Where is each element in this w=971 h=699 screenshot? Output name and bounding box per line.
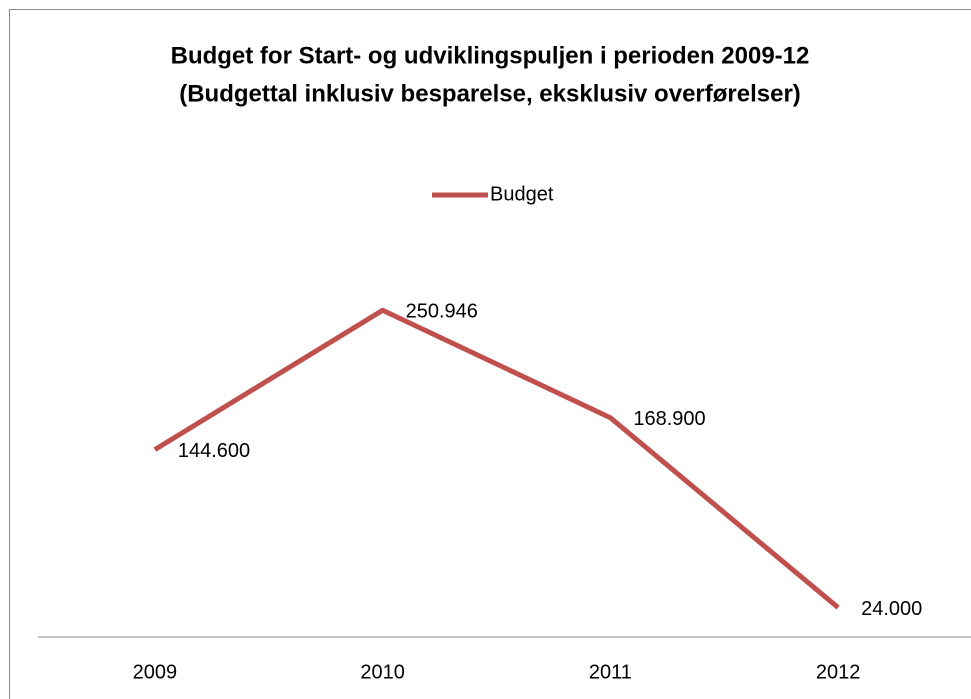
data-label: 24.000 xyxy=(861,598,922,620)
data-label: 250.946 xyxy=(406,301,478,323)
x-tick-label: 2011 xyxy=(589,661,632,683)
x-tick-label: 2009 xyxy=(133,661,178,683)
x-tick-label: 2010 xyxy=(360,661,405,683)
x-tick-label: 2012 xyxy=(816,661,861,683)
chart-subtitle: (Budgettal inklusiv besparelse, eksklusi… xyxy=(179,80,801,107)
legend-label: Budget xyxy=(490,183,554,205)
data-label: 144.600 xyxy=(178,440,250,462)
chart-title: Budget for Start- og udviklingspuljen i … xyxy=(171,42,810,69)
line xyxy=(153,307,840,610)
data-label: 168.900 xyxy=(633,408,705,430)
